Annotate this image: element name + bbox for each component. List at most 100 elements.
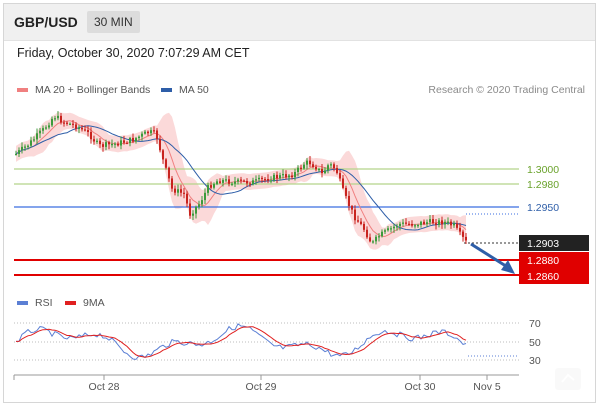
candle-body [63, 122, 65, 124]
x-label-oct29: Oct 29 [246, 381, 277, 393]
candle-body [264, 178, 266, 181]
candle-body [234, 181, 236, 184]
candle-body [246, 180, 248, 184]
candle-body [78, 127, 80, 130]
candle-body [378, 236, 380, 238]
candle-body [87, 129, 89, 133]
tag-1-2903: 1.2903 [519, 235, 589, 251]
candle-body [147, 131, 149, 134]
rsi-level-30-label: 30 [529, 355, 541, 367]
candle-body [282, 174, 284, 176]
candle-body [429, 219, 431, 223]
candle-body [315, 167, 317, 170]
candle-body [156, 130, 158, 140]
candle-body [18, 150, 20, 154]
candle-body [300, 167, 302, 169]
candle-body [105, 142, 107, 147]
candle-body [333, 164, 335, 168]
candle-body [279, 175, 281, 179]
candle-body [462, 231, 464, 237]
candle-body [399, 223, 401, 227]
rsi-swatch-icon [17, 301, 28, 305]
candle-body [102, 144, 104, 147]
candle-body [69, 123, 71, 125]
candle-body [402, 222, 404, 224]
candle-body [129, 137, 131, 144]
candle-body [81, 127, 83, 130]
candle-body [444, 221, 446, 225]
candle-body [270, 180, 272, 182]
candle-body [192, 213, 194, 216]
candle-body [141, 133, 143, 137]
candle-body [435, 223, 437, 225]
candle-body [384, 230, 386, 232]
legend-ma20-label: MA 20 + Bollinger Bands [35, 84, 151, 96]
tag-1-2980-label: 1.2980 [527, 179, 559, 191]
candle-body [321, 168, 323, 174]
tag-1-2880: 1.2880 [519, 252, 589, 268]
candle-body [225, 179, 227, 181]
candle-body [93, 139, 95, 142]
candle-body [357, 220, 359, 222]
candle-body [258, 177, 260, 180]
forecast-arrow-icon [470, 242, 515, 274]
candle-body [426, 222, 428, 225]
candle-body [99, 140, 101, 145]
candle-body [36, 133, 38, 140]
candle-body [24, 146, 26, 148]
candle-body [168, 167, 170, 179]
candle-body [345, 187, 347, 196]
candle-body [417, 225, 419, 227]
candle-body [363, 223, 365, 230]
candle-body [273, 174, 275, 181]
x-label-nov5: Nov 5 [473, 381, 501, 393]
research-credit: Research © 2020 Trading Central [428, 84, 585, 96]
candle-body [249, 183, 251, 185]
candle-body [354, 209, 356, 221]
candle-body [189, 203, 191, 216]
candle-body [21, 146, 23, 151]
candle-body [267, 179, 269, 181]
candle-body [240, 179, 242, 181]
candle-body [144, 131, 146, 134]
candle-body [45, 127, 47, 129]
candle-body [453, 223, 455, 226]
candle-body [126, 142, 128, 144]
timeframe-badge[interactable]: 30 MIN [87, 11, 140, 33]
price-chart: 1.3000 1.2980 1.2950 1.2903 1.2880 1.286… [13, 111, 589, 393]
candle-body [318, 168, 320, 171]
candle-body [42, 128, 44, 131]
tag-1-2860: 1.2860 [519, 268, 589, 284]
candle-body [33, 139, 35, 141]
candle-body [228, 179, 230, 184]
candle-body [162, 150, 164, 160]
candle-body [195, 206, 197, 214]
candle-body [432, 219, 434, 224]
candle-body [408, 223, 410, 225]
candle-body [351, 206, 353, 210]
candle-body [210, 185, 212, 188]
candle-body [261, 177, 263, 180]
candle-body [219, 181, 221, 183]
candle-body [177, 189, 179, 193]
candle-body [438, 220, 440, 225]
ma20-swatch-icon [17, 88, 28, 92]
candle-body [213, 184, 215, 188]
candle-body [411, 223, 413, 226]
candle-body [393, 226, 395, 229]
candle-body [303, 164, 305, 169]
candle-body [336, 167, 338, 174]
candle-body [120, 140, 122, 146]
rsi-level-70-label: 70 [529, 318, 541, 330]
candle-body [309, 160, 311, 165]
tag-1-2980: 1.2980 [527, 179, 559, 191]
candle-body [153, 130, 155, 132]
candle-body [396, 226, 398, 228]
candle-body [405, 222, 407, 224]
candlesticks [15, 111, 467, 245]
candle-body [294, 172, 296, 178]
candle-body [186, 193, 188, 204]
chart-widget: GBP/USD 30 MIN Friday, October 30, 2020 … [3, 3, 596, 403]
tag-1-2950-label: 1.2950 [527, 202, 559, 214]
candle-body [441, 220, 443, 225]
